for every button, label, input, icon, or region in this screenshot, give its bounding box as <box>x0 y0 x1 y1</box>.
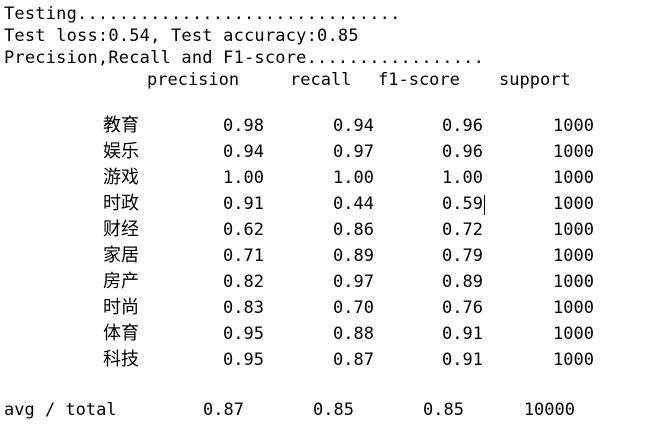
table-row: 娱乐 0.94 0.97 0.96 1000 <box>0 139 665 165</box>
row-support: 1000 <box>553 142 594 162</box>
row-recall: 0.94 <box>333 116 374 136</box>
table-row: 财经 0.62 0.86 0.72 1000 <box>0 217 665 243</box>
row-f1-score: 0.89 <box>442 272 483 292</box>
row-support: 1000 <box>553 194 594 214</box>
row-recall: 0.87 <box>333 350 374 370</box>
row-support: 1000 <box>553 350 594 370</box>
row-label: 体育 <box>103 323 139 344</box>
console-line-report-title: Precision,Recall and F1-score...........… <box>4 48 485 68</box>
row-recall: 1.00 <box>333 168 374 188</box>
summary-label: avg / total <box>4 400 117 420</box>
row-precision: 0.94 <box>223 142 264 162</box>
header-recall: recall <box>290 70 352 90</box>
row-f1-score: 0.91 <box>442 350 483 370</box>
row-f1-score: 0.76 <box>442 298 483 318</box>
row-label: 家居 <box>103 245 139 266</box>
row-precision: 0.83 <box>223 298 264 318</box>
row-support: 1000 <box>553 116 594 136</box>
row-recall: 0.44 <box>333 194 374 214</box>
row-recall: 0.89 <box>333 246 374 266</box>
console-line-test-metrics: Test loss:0.54, Test accuracy:0.85 <box>4 26 359 46</box>
header-f1-score: f1-score <box>378 70 460 90</box>
row-label: 时尚 <box>103 297 139 318</box>
row-support: 1000 <box>553 246 594 266</box>
row-f1-score: 0.59 <box>442 194 483 214</box>
summary-recall: 0.85 <box>313 400 354 420</box>
table-row: 时政 0.91 0.44 0.59 1000 <box>0 191 665 217</box>
summary-support: 10000 <box>523 400 575 420</box>
row-f1-score: 0.72 <box>442 220 483 240</box>
row-recall: 0.97 <box>333 142 374 162</box>
table-row: 教育 0.98 0.94 0.96 1000 <box>0 113 665 139</box>
header-precision: precision <box>147 70 240 90</box>
summary-row: avg / total 0.87 0.85 0.85 10000 <box>0 398 665 422</box>
row-label: 游戏 <box>103 167 139 188</box>
header-support: support <box>499 70 571 90</box>
row-support: 1000 <box>553 272 594 292</box>
row-f1-score: 0.96 <box>442 142 483 162</box>
row-label: 时政 <box>103 193 139 214</box>
row-f1-score: 0.96 <box>442 116 483 136</box>
table-row: 家居 0.71 0.89 0.79 1000 <box>0 243 665 269</box>
text-cursor <box>484 195 485 215</box>
row-label: 房产 <box>103 271 139 292</box>
row-precision: 0.71 <box>223 246 264 266</box>
table-row: 体育 0.95 0.88 0.91 1000 <box>0 321 665 347</box>
console-line-testing: Testing............................... <box>4 4 401 24</box>
table-row: 科技 0.95 0.87 0.91 1000 <box>0 347 665 373</box>
row-precision: 0.98 <box>223 116 264 136</box>
table-row: 房产 0.82 0.97 0.89 1000 <box>0 269 665 295</box>
row-label: 财经 <box>103 219 139 240</box>
row-support: 1000 <box>553 220 594 240</box>
row-label: 教育 <box>103 115 139 136</box>
row-f1-score: 1.00 <box>442 168 483 188</box>
row-precision: 0.91 <box>223 194 264 214</box>
row-precision: 0.95 <box>223 350 264 370</box>
summary-f1-score: 0.85 <box>423 400 464 420</box>
row-recall: 0.70 <box>333 298 374 318</box>
row-recall: 0.97 <box>333 272 374 292</box>
row-precision: 0.82 <box>223 272 264 292</box>
row-label: 科技 <box>103 349 139 370</box>
row-recall: 0.88 <box>333 324 374 344</box>
summary-precision: 0.87 <box>203 400 244 420</box>
row-precision: 0.62 <box>223 220 264 240</box>
row-label: 娱乐 <box>103 141 139 162</box>
row-support: 1000 <box>553 298 594 318</box>
table-row: 游戏 1.00 1.00 1.00 1000 <box>0 165 665 191</box>
row-f1-score: 0.79 <box>442 246 483 266</box>
row-recall: 0.86 <box>333 220 374 240</box>
row-f1-score: 0.91 <box>442 324 483 344</box>
row-support: 1000 <box>553 324 594 344</box>
row-precision: 0.95 <box>223 324 264 344</box>
row-precision: 1.00 <box>223 168 264 188</box>
row-support: 1000 <box>553 168 594 188</box>
table-row: 时尚 0.83 0.70 0.76 1000 <box>0 295 665 321</box>
